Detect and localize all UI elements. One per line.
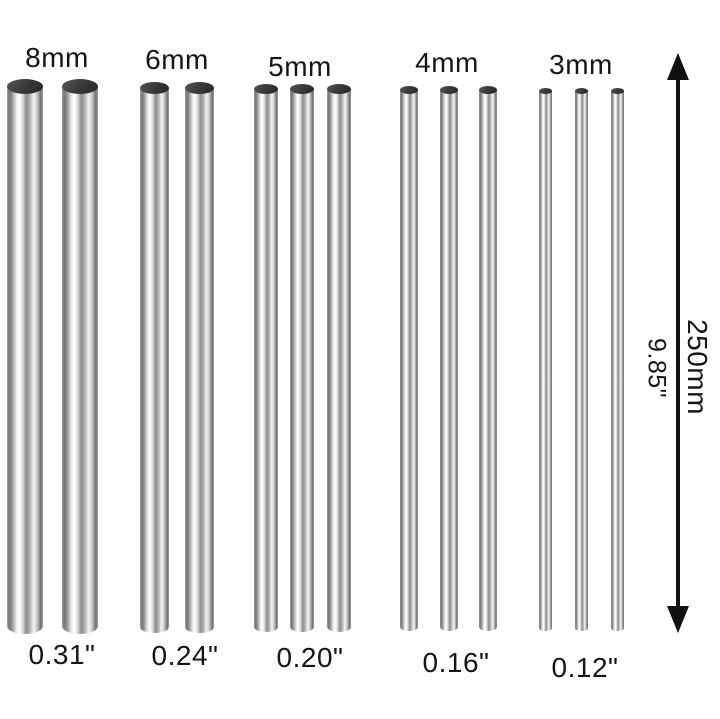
rod-body [185,88,214,633]
rod-8mm [62,79,98,634]
diameter-label-6mm: 6mm [145,44,209,75]
rod-5mm [254,84,278,632]
rod-body [400,90,418,631]
rod-3mm [539,88,552,631]
rod-body [575,91,588,631]
diameter-label-5mm: 5mm [268,51,332,82]
rod-top-face [62,79,98,94]
rod-top-face [575,88,588,94]
rod-4mm [479,86,497,631]
rod-body [7,86,43,634]
inch-label-6mm: 0.24" [151,640,219,671]
length-arrow-shaft [676,74,680,611]
diameter-label-4mm: 4mm [415,47,479,78]
inch-label-4mm: 0.16" [422,647,490,678]
arrow-down-icon [667,606,689,633]
rod-top-face [254,84,278,94]
rod-4mm [440,86,458,631]
rod-6mm [140,82,169,633]
rod-top-face [7,79,43,94]
rod-body [290,89,314,632]
inch-label-3mm: 0.12" [551,652,619,683]
rod-top-face [327,84,351,94]
rod-5mm [327,84,351,632]
rod-top-face [539,88,552,94]
rod-3mm [611,88,624,631]
rod-body [62,86,98,634]
rod-top-face [440,86,458,94]
rod-top-face [400,86,418,94]
rod-body [440,90,458,631]
rod-body [327,89,351,632]
rod-top-face [611,88,624,94]
rod-top-face [140,82,169,94]
rod-body [539,91,552,631]
rod-top-face [290,84,314,94]
rod-top-face [185,82,214,94]
rod-6mm [185,82,214,633]
length-label-mm: 250mm [682,319,713,415]
rod-4mm [400,86,418,631]
arrow-up-icon [667,53,689,80]
rod-body [611,91,624,631]
rod-body [479,90,497,631]
rod-body [140,88,169,633]
inch-label-5mm: 0.20" [276,642,344,673]
length-label-inch: 9.85" [642,337,671,399]
rod-body [254,89,278,632]
inch-label-8mm: 0.31" [28,639,96,670]
diameter-label-3mm: 3mm [549,49,613,80]
rod-top-face [479,86,497,94]
diameter-label-8mm: 8mm [25,42,89,73]
rod-3mm [575,88,588,631]
rod-5mm [290,84,314,632]
rod-8mm [7,79,43,634]
